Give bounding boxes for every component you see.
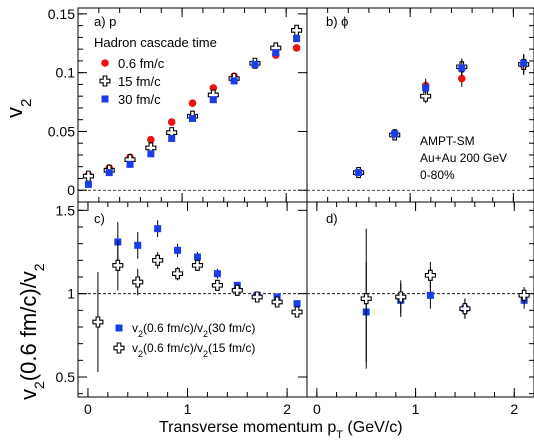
data-point-circle [167, 118, 176, 126]
data-point-square [134, 241, 142, 249]
data-point-open-cross [132, 276, 144, 288]
x-tick-label: 2 [510, 401, 518, 417]
data-point-open-cross [112, 259, 124, 271]
data-point-square [105, 169, 113, 177]
x-tick-label: 1 [184, 401, 192, 417]
legend-marker-open-cross [113, 342, 125, 354]
legend-a-label-2: 15 fm/c [118, 74, 161, 89]
legend-label-0: v2(0.6 fm/c)/v2(30 fm/c) [132, 321, 255, 339]
panel-d-label: d) [326, 211, 338, 226]
legend-marker-open-cross [99, 75, 111, 87]
data-point-square [168, 135, 176, 143]
data-point-square [251, 60, 259, 68]
legend-marker-square [101, 95, 109, 103]
y-tick-label: 0.05 [48, 123, 75, 139]
data-point-open-cross [211, 279, 223, 291]
x-tick-label: 0 [313, 401, 321, 417]
data-point-open-cross [291, 24, 303, 36]
data-point-circle [188, 99, 197, 108]
data-point-square [213, 270, 221, 278]
data-point-square [193, 253, 201, 261]
data-point-open-cross [395, 291, 407, 303]
data-point-square [209, 96, 217, 104]
data-point-square [293, 35, 301, 43]
data-point-square [422, 84, 430, 92]
data-point-open-cross [251, 291, 263, 303]
y-tick-label: 1 [67, 286, 75, 302]
y-tick-label: 1.5 [56, 202, 76, 218]
y-axis-title-bottom: v2(0.6 fm/c)/v2 [16, 263, 47, 400]
data-point-open-cross [360, 293, 372, 305]
x-axis-title: Transverse momentum pT (GeV/c) [159, 419, 403, 440]
panel-d-marks [307, 228, 534, 369]
data-point-open-cross [518, 289, 530, 301]
y-tick-label: 0.15 [48, 6, 75, 22]
data-point-square [520, 59, 528, 67]
panel-c-label: c) [94, 211, 105, 226]
panel-d-frame [306, 201, 534, 398]
legend-a-label-1: 0.6 fm/c [118, 56, 165, 71]
data-point-circle [292, 44, 301, 52]
panel-a-legend [99, 59, 111, 103]
data-point-square [391, 130, 399, 138]
legend-label-1: v2(0.6 fm/c)/v2(15 fm/c) [132, 341, 255, 359]
legend-marker-circle [101, 59, 109, 67]
legend-marker-square [115, 324, 123, 332]
panel-c-frame [77, 201, 308, 398]
data-point-square [126, 160, 134, 168]
data-point-circle [147, 135, 155, 144]
x-tick-label: 2 [283, 401, 291, 417]
y-tick-label: 0.5 [56, 369, 76, 385]
data-point-square [84, 180, 92, 188]
data-point-square [293, 300, 301, 308]
panel-b-label: b) ϕ [326, 14, 348, 29]
y-tick-label: 0 [67, 182, 75, 198]
legend-a-label-3: 30 fm/c [118, 92, 161, 107]
data-point-open-cross [172, 268, 184, 280]
data-point-open-cross [424, 269, 436, 281]
y-axis-title-top: v2 [2, 99, 35, 118]
data-point-open-cross [82, 170, 94, 182]
data-point-square [426, 291, 434, 299]
panel-c-legend [113, 324, 125, 354]
panel-b-marks [307, 53, 534, 191]
data-point-square [189, 115, 196, 123]
data-point-square [154, 225, 162, 233]
data-point-open-cross [231, 284, 243, 296]
annotation-model: AMPT-SM [420, 134, 475, 148]
data-point-open-cross [152, 254, 164, 266]
annotation-centrality: 0-80% [420, 168, 455, 182]
panel-a-marks [78, 24, 307, 191]
data-point-square [458, 64, 466, 72]
data-point-square [230, 77, 238, 85]
data-point-square [174, 246, 182, 254]
legend-title: Hadron cascade time [94, 35, 217, 50]
panel-a-label: a) p [94, 14, 116, 29]
panel-c-legend-text: v2(0.6 fm/c)/v2(30 fm/c) v2(0.6 fm/c)/v2(… [132, 321, 255, 359]
y-tick-label: 0.1 [56, 65, 76, 81]
annotation-system: Au+Au 200 GeV [420, 151, 507, 165]
data-point-open-cross [191, 259, 204, 271]
data-point-open-cross [271, 296, 283, 308]
x-tick-label: 1 [412, 401, 420, 417]
data-point-open-cross [459, 303, 471, 315]
data-point-square [147, 150, 155, 158]
x-tick-label: 0 [84, 401, 92, 417]
data-point-circle [457, 74, 466, 83]
data-point-square [272, 49, 280, 57]
data-point-open-cross [92, 316, 104, 328]
data-point-open-cross [420, 90, 432, 102]
panel-c-marks [78, 220, 307, 372]
axis-ticks: 0 0.05 0.1 0.15 0.5 1 1.5 0 1 2 0 1 2 [48, 6, 534, 417]
data-point-square [355, 169, 363, 177]
data-point-open-cross [291, 306, 303, 318]
